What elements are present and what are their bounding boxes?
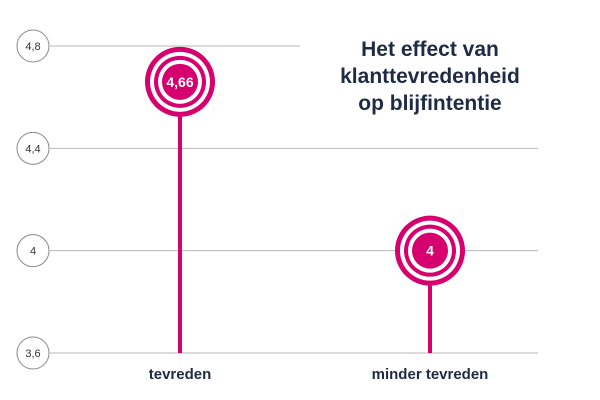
y-tick-label: 4,4: [25, 143, 40, 155]
lollipop-head: [162, 63, 198, 100]
y-tick-circle: [16, 131, 50, 165]
y-tick-circle: [16, 336, 50, 370]
data-label: 4: [426, 243, 434, 259]
chart-title-line-1: Het effect van: [361, 38, 499, 61]
data-label: 4,66: [166, 74, 193, 90]
chart-title: Het effect van klanttevredenheid op blij…: [310, 36, 550, 117]
x-category-label: tevreden: [149, 366, 212, 383]
y-tick-circle: [16, 29, 50, 63]
y-tick-label: 4: [30, 246, 36, 258]
y-tick-label: 3,6: [25, 348, 40, 360]
chart-title-line-3: op blijfintentie: [358, 92, 502, 115]
y-tick-circle: [16, 234, 50, 268]
y-tick-label: 4,8: [25, 41, 40, 53]
chart-title-line-2: klanttevredenheid: [340, 65, 520, 88]
x-category-label: minder tevreden: [372, 366, 489, 383]
lollipop-head: [412, 232, 448, 269]
